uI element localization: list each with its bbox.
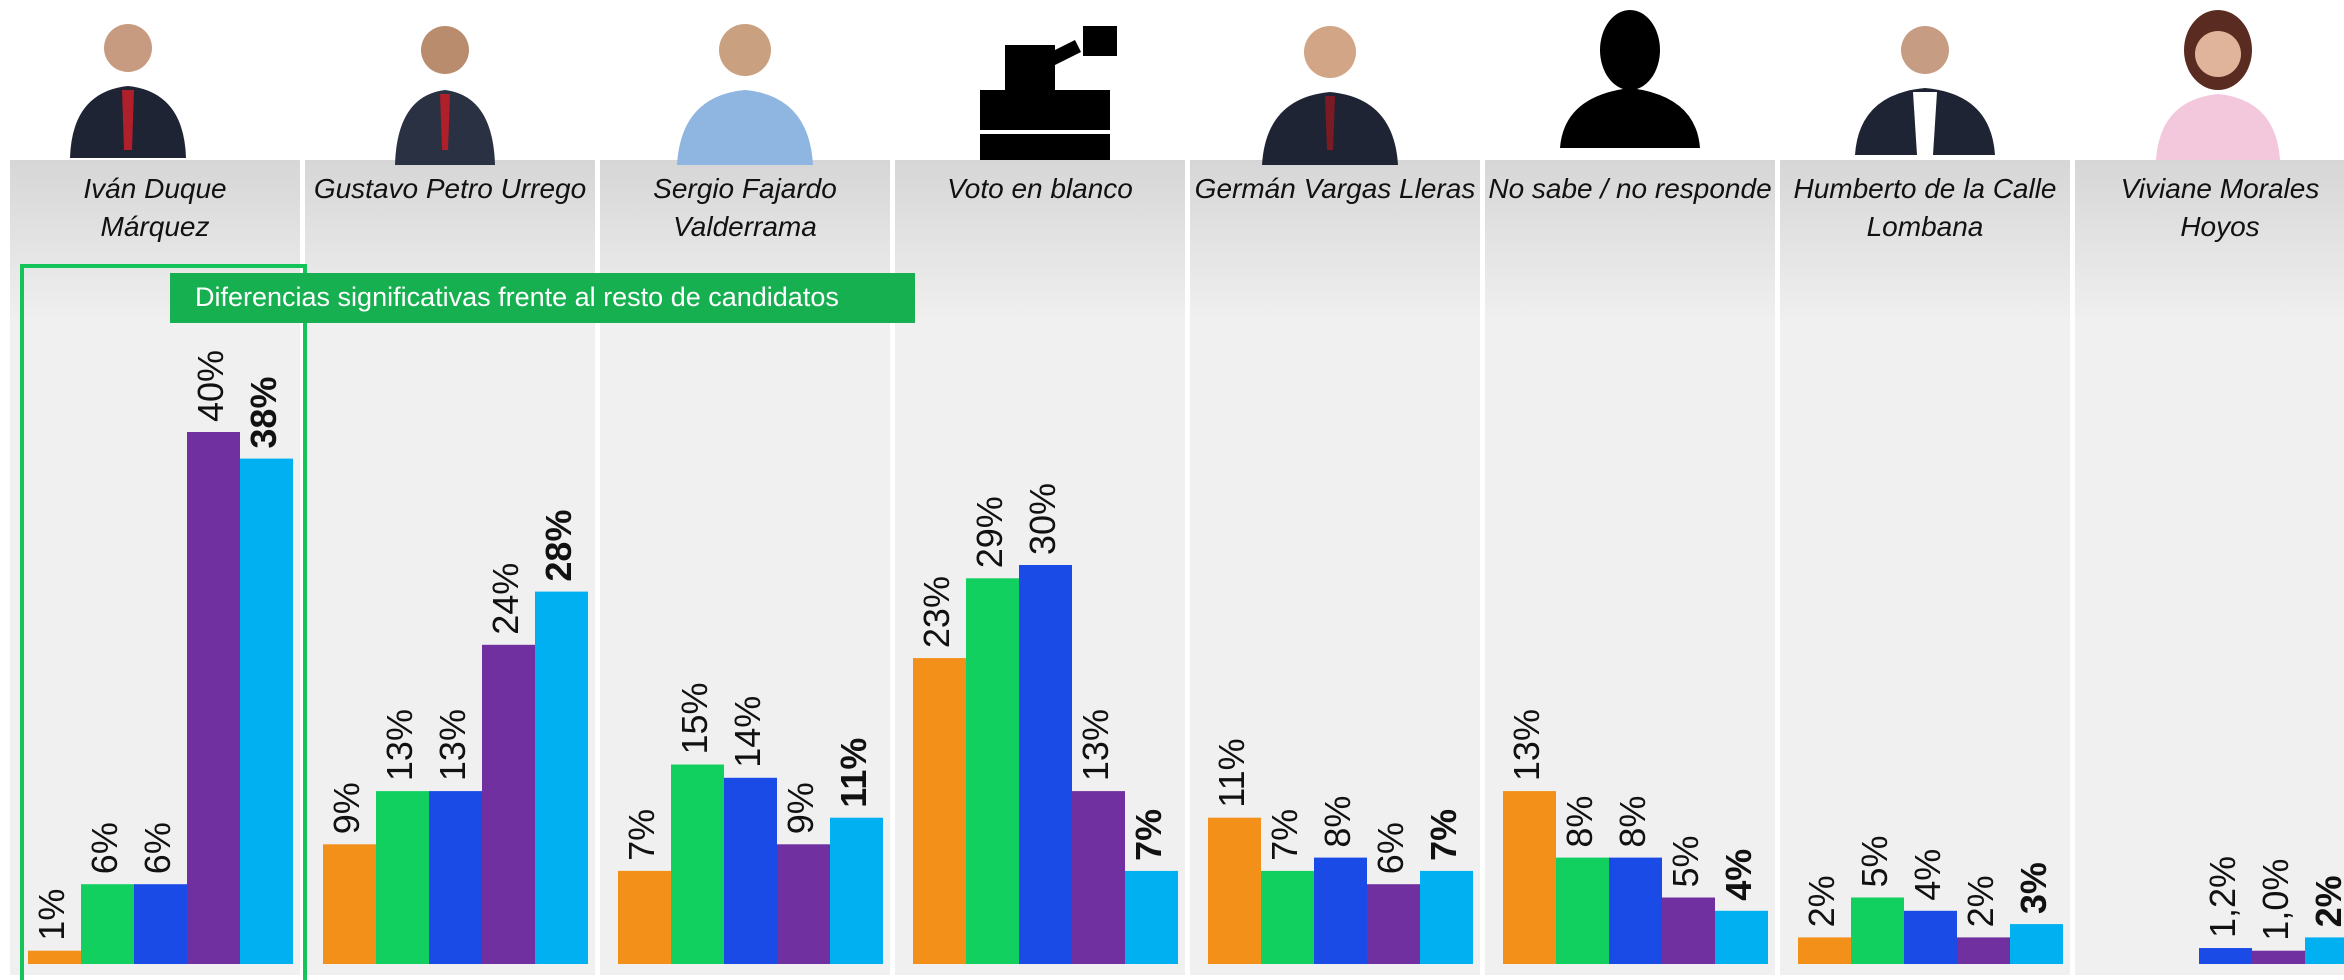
value-label: 13%: [1506, 709, 1547, 781]
value-label: 8%: [1317, 796, 1358, 848]
bar: [1420, 870, 1473, 964]
category-label: Sergio Fajardo Valderrama: [653, 173, 837, 242]
bar: [1904, 910, 1957, 964]
photo: [395, 26, 495, 165]
bar: [618, 870, 671, 964]
value-label: 7%: [1128, 809, 1169, 861]
bar: [482, 644, 535, 964]
category-label: Germán Vargas Lleras: [1194, 173, 1476, 204]
value-label: 8%: [1559, 796, 1600, 848]
value-label: 5%: [1665, 835, 1706, 887]
value-label: 4%: [1718, 849, 1759, 901]
category-label: Iván Duque Márquez: [83, 173, 227, 242]
bar: [323, 844, 376, 964]
category-label: Viviane Morales Hoyos: [2120, 173, 2320, 242]
ballot-icon: [980, 26, 1117, 160]
value-label: 13%: [379, 709, 420, 781]
bar: [1503, 791, 1556, 964]
value-label: 14%: [727, 696, 768, 768]
bar: [134, 884, 187, 964]
value-label: 13%: [1075, 709, 1116, 781]
bar: [2252, 950, 2305, 964]
value-label: 15%: [674, 682, 715, 754]
bar: [724, 777, 777, 964]
value-label: 1,0%: [2255, 859, 2296, 941]
value-label: 11%: [1211, 738, 1252, 807]
value-label: 1%: [31, 889, 72, 941]
bar: [1662, 897, 1715, 964]
panel: [1780, 160, 2070, 975]
value-label: 11%: [833, 738, 874, 808]
value-label: 28%: [538, 510, 579, 582]
value-label: 1,2%: [2202, 856, 2243, 938]
bar: [1715, 910, 1768, 964]
bar: [429, 791, 482, 964]
value-label: 24%: [485, 563, 526, 635]
bar: [913, 658, 966, 964]
value-label: 9%: [780, 782, 821, 834]
photo: [1855, 26, 1995, 155]
bar: [1261, 870, 1314, 964]
bar: [2305, 937, 2344, 964]
category-label: Gustavo Petro Urrego: [313, 173, 587, 204]
bar: [535, 591, 588, 964]
photo: [1262, 26, 1398, 165]
bar: [2010, 924, 2063, 964]
bar: [187, 432, 240, 964]
value-label: 2%: [1960, 875, 2001, 927]
value-label: 4%: [1907, 849, 1948, 901]
category-label: Voto en blanco: [947, 173, 1133, 204]
bar: [830, 817, 883, 964]
photo: [70, 24, 186, 158]
photo: [2156, 10, 2280, 160]
annotation: Diferencias significativas frente al res…: [195, 282, 839, 312]
bar: [1556, 857, 1609, 964]
value-label: 40%: [190, 350, 231, 422]
category-label: Humberto de la Calle Lombana: [1793, 173, 2057, 242]
bar: [1609, 857, 1662, 964]
bar: [1208, 817, 1261, 964]
value-label: 7%: [621, 809, 662, 861]
value-label: 6%: [84, 822, 125, 874]
panel: [2075, 160, 2344, 975]
value-label: 6%: [137, 822, 178, 874]
bar: [966, 578, 1019, 964]
category-label: No sabe / no responde: [1488, 173, 1772, 204]
bar: [777, 844, 830, 964]
bar: [81, 884, 134, 964]
value-label: 13%: [432, 709, 473, 781]
value-label: 3%: [2013, 862, 2054, 914]
bar: [1367, 884, 1420, 964]
annotation-box: [170, 273, 915, 323]
value-label: 30%: [1022, 483, 1063, 555]
bar: [376, 791, 429, 964]
bar: [1019, 565, 1072, 964]
value-label: 29%: [969, 496, 1010, 568]
bar: [671, 764, 724, 964]
silhouette: [1560, 10, 1700, 148]
bar: [28, 950, 81, 964]
value-label: 8%: [1612, 796, 1653, 848]
bar: [1851, 897, 1904, 964]
bar: [1798, 937, 1851, 964]
value-label: 23%: [916, 576, 957, 648]
value-label: 7%: [1264, 809, 1305, 861]
value-label: 9%: [326, 782, 367, 834]
value-label: 38%: [243, 377, 284, 449]
value-label: 2%: [1801, 875, 1842, 927]
bar: [1072, 791, 1125, 964]
value-label: 7%: [1423, 809, 1464, 861]
value-label: 6%: [1370, 822, 1411, 874]
bar: [1125, 870, 1178, 964]
bar: [1957, 937, 2010, 964]
value-label: 5%: [1854, 835, 1895, 887]
photo: [677, 24, 813, 165]
bar: [1314, 857, 1367, 964]
value-label: 2%: [2308, 875, 2344, 927]
bar: [240, 458, 293, 964]
bar: [2199, 948, 2252, 964]
highlight-box: [20, 264, 307, 980]
